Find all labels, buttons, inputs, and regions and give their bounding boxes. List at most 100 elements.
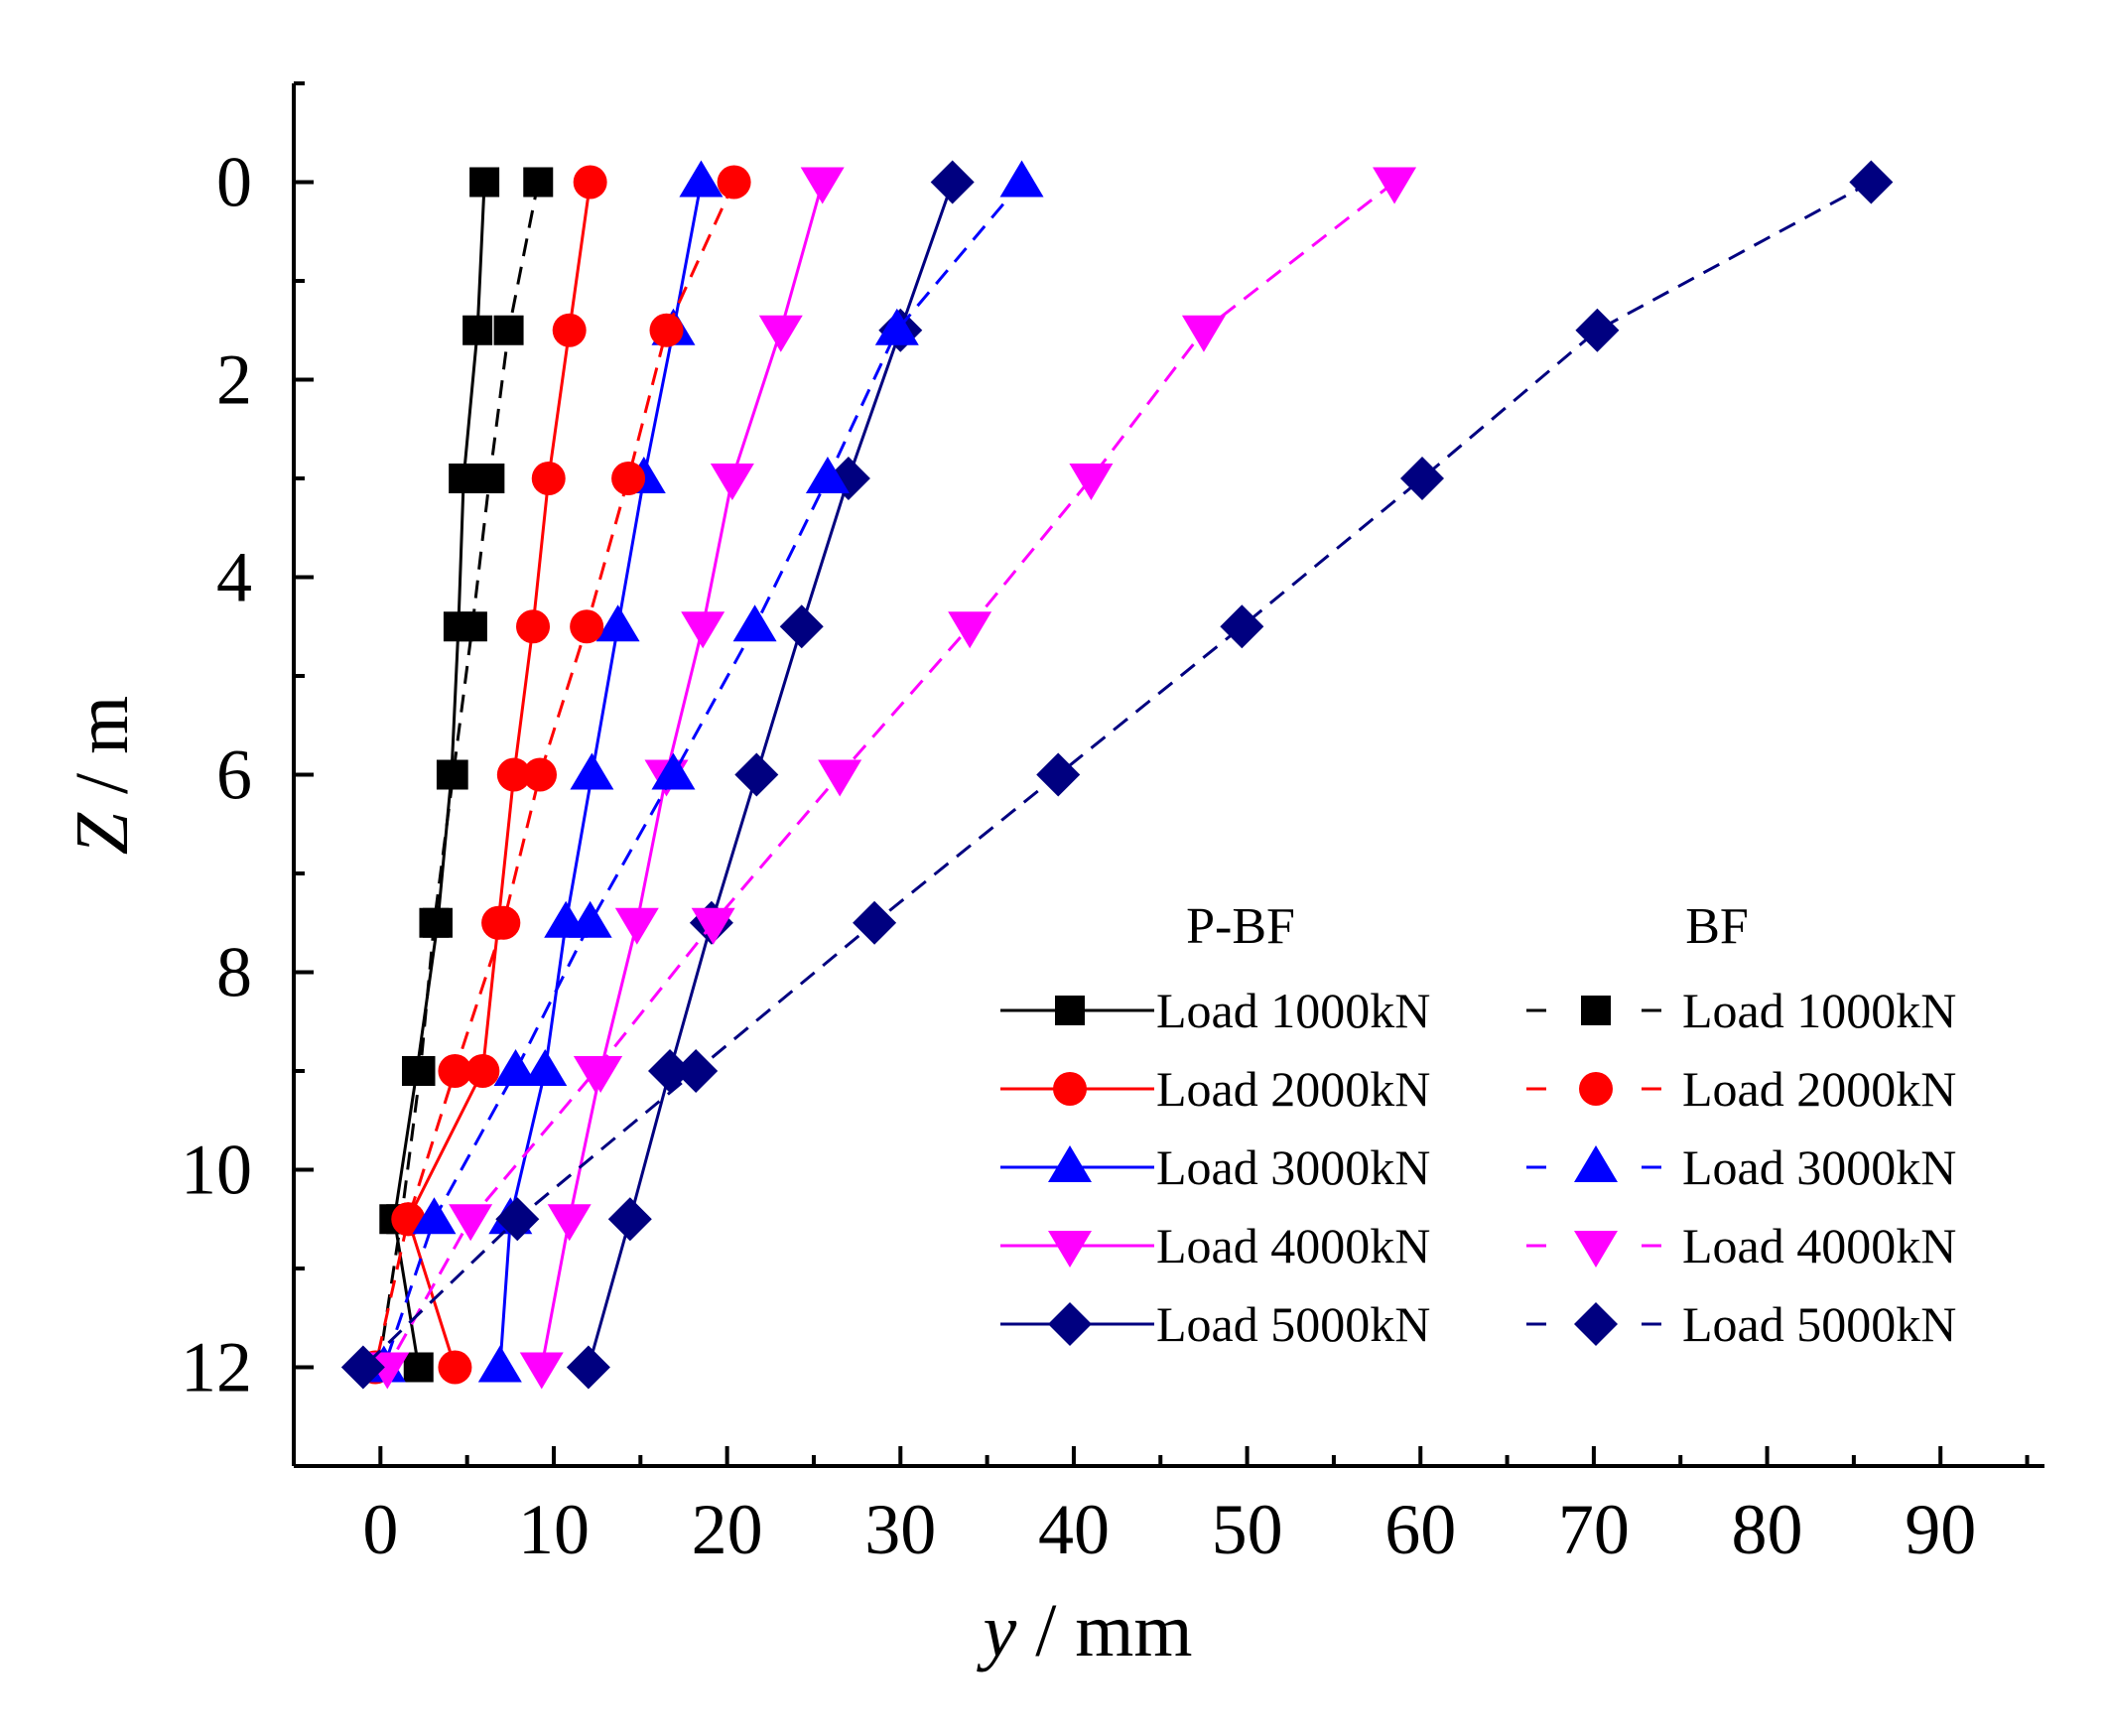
data-point: [519, 1352, 564, 1390]
data-point: [523, 167, 554, 198]
data-point: [570, 609, 604, 644]
data-point: [1181, 315, 1226, 352]
data-point: [1220, 604, 1264, 649]
data-point: [566, 1345, 610, 1390]
data-point: [570, 752, 614, 790]
legend-label: Load 2000kN: [1682, 1061, 1956, 1117]
data-point: [474, 464, 505, 493]
x-tick-label: 10: [518, 1490, 590, 1569]
series-bf-load-5000kn: [340, 160, 1894, 1390]
legend-entry: Load 3000kN: [1000, 1139, 1430, 1195]
legend-entry: Load 5000kN: [1526, 1296, 1956, 1352]
data-point: [779, 604, 824, 649]
x-tick-label: 40: [1038, 1490, 1110, 1569]
legend-group-pbf: P-BF: [1186, 898, 1295, 955]
legend-entries: Load 1000kN Load 2000kN Load 3000kN Load 40…: [1000, 983, 1956, 1352]
x-tick-label: 70: [1558, 1490, 1630, 1569]
data-point: [462, 315, 493, 345]
data-point: [457, 611, 487, 642]
x-tick-label: 60: [1384, 1490, 1456, 1569]
data-point: [486, 905, 521, 940]
data-point: [999, 160, 1044, 198]
legend-label: Load 1000kN: [1156, 983, 1430, 1038]
legend-entry: Load 4000kN: [1000, 1218, 1430, 1273]
y-tick-label: 0: [216, 143, 252, 222]
legend-label: Load 4000kN: [1682, 1218, 1956, 1273]
data-point: [438, 759, 468, 790]
data-point: [405, 1056, 436, 1086]
y-axis-unit: / m: [61, 696, 144, 813]
legend-marker: [1048, 1145, 1092, 1182]
data-point: [1849, 160, 1894, 204]
data-point: [547, 1204, 592, 1242]
x-axis-unit: / mm: [1016, 1589, 1192, 1672]
data-point: [1036, 752, 1081, 797]
y-tick-label: 12: [181, 1328, 252, 1407]
y-tick-label: 2: [216, 340, 252, 420]
legend-entry: Load 1000kN: [1000, 983, 1430, 1038]
legend-marker: [1581, 996, 1611, 1025]
data-point: [758, 315, 803, 352]
legend-entry: Load 5000kN: [1000, 1296, 1430, 1352]
legend-label: Load 3000kN: [1156, 1139, 1430, 1195]
data-point: [493, 315, 524, 345]
data-point: [523, 757, 558, 792]
data-point: [710, 464, 754, 500]
data-point: [853, 900, 897, 945]
x-axis-var: y: [976, 1589, 1016, 1672]
legend-entry: Load 1000kN: [1526, 983, 1956, 1038]
data-point: [818, 759, 862, 797]
legend-entry: Load 2000kN: [1526, 1061, 1956, 1117]
legend-group-bf: BF: [1685, 898, 1749, 955]
data-point: [649, 313, 684, 347]
y-axis-title: Z / m: [61, 696, 144, 856]
data-point: [419, 907, 450, 938]
data-point: [930, 160, 975, 204]
data-point: [674, 1049, 719, 1093]
legend-marker: [1579, 1072, 1613, 1106]
data-point: [717, 165, 751, 200]
x-tick-label: 20: [692, 1490, 763, 1569]
legend-label: Load 5000kN: [1156, 1296, 1430, 1352]
data-point: [477, 1345, 522, 1383]
data-point: [800, 167, 845, 204]
data-point: [948, 611, 992, 649]
series-line: [373, 181, 735, 1368]
data-point: [595, 604, 640, 642]
y-tick-label: 8: [216, 933, 252, 1012]
data-point: [1575, 308, 1620, 352]
legend-marker: [1053, 1072, 1087, 1106]
data-point: [573, 165, 607, 200]
data-point: [531, 462, 566, 495]
ticks: 0 10 20 30 40 50 60 70 80 90 0 2 4 6 8 10 12: [181, 81, 2030, 1569]
x-tick-label: 0: [362, 1490, 398, 1569]
legend-entry: Load 2000kN: [1000, 1061, 1430, 1117]
data-point: [449, 1204, 493, 1242]
data-point: [691, 907, 735, 945]
legend-label: Load 3000kN: [1682, 1139, 1956, 1195]
data-point: [874, 308, 919, 345]
data-point: [465, 1054, 500, 1088]
data-point: [1373, 167, 1417, 204]
data-point: [516, 609, 551, 644]
x-axis-title: y / mm: [976, 1589, 1192, 1672]
data-point: [1069, 464, 1114, 500]
series-bf-load-2000kn: [358, 165, 751, 1385]
legend-entry: Load 4000kN: [1526, 1218, 1956, 1273]
data-point: [651, 752, 696, 790]
series-bf-load-4000kn: [365, 167, 1417, 1390]
data-point: [403, 1352, 434, 1383]
y-tick-label: 6: [216, 735, 252, 815]
series-p-bf-load-2000kn: [391, 165, 607, 1385]
legend-marker: [1574, 1145, 1618, 1182]
data-point: [732, 604, 777, 642]
legend-label: Load 2000kN: [1156, 1061, 1430, 1117]
data-point: [679, 160, 724, 198]
data-point: [438, 1350, 472, 1385]
legend-entry: Load 3000kN: [1526, 1139, 1956, 1195]
legend-label: Load 4000kN: [1156, 1218, 1430, 1273]
x-tick-label: 90: [1905, 1490, 1976, 1569]
data-point: [734, 752, 779, 797]
legend-marker: [1048, 1302, 1092, 1346]
